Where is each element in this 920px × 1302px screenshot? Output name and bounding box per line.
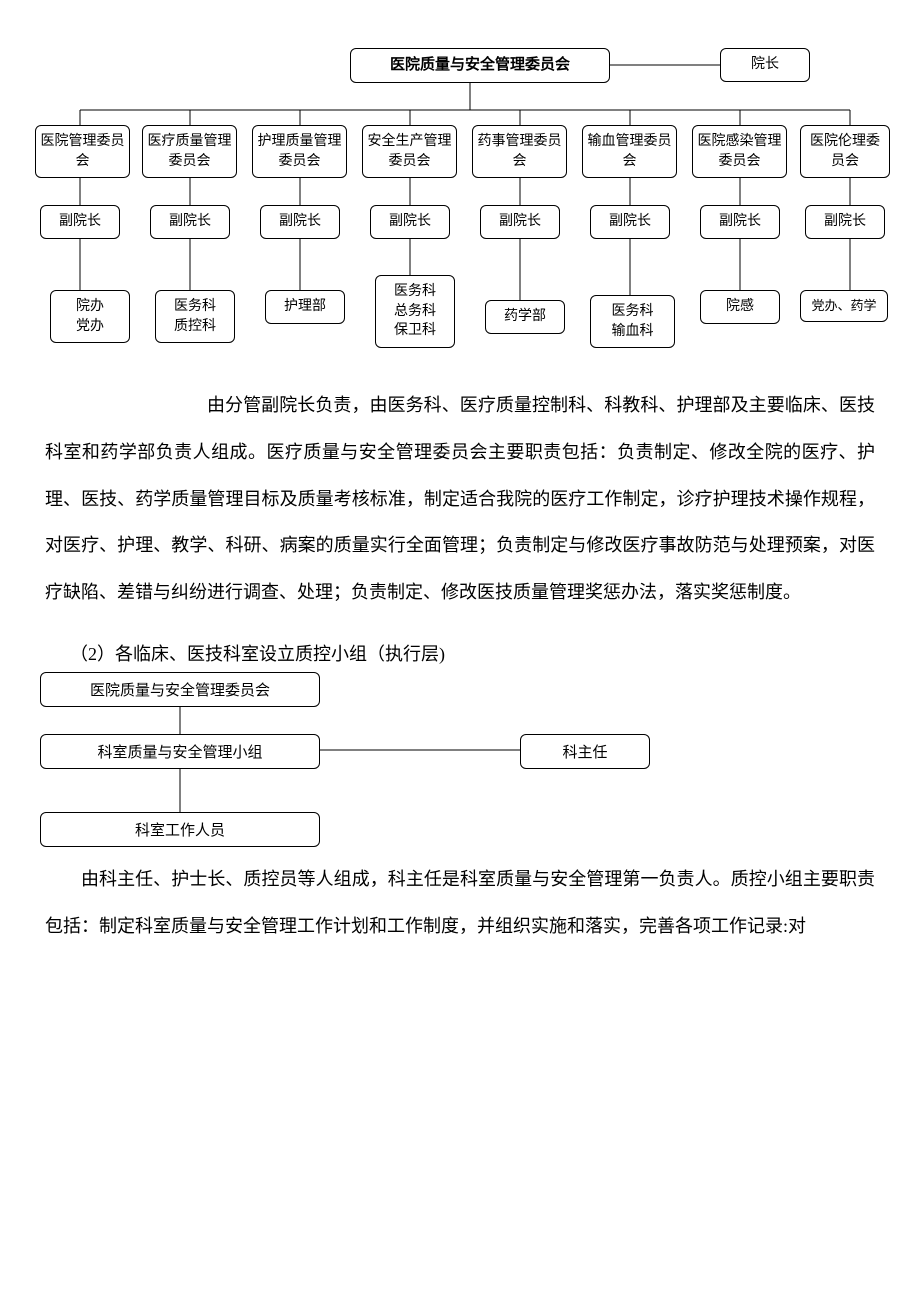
row3-box: 护理部 [265, 290, 345, 324]
row3-box: 党办、药学 [800, 290, 888, 322]
d2-box-3: 科室工作人员 [40, 812, 320, 847]
paragraph-1: 由分管副院长负责，由医务科、医疗质量控制科、科教科、护理部及主要临床、医技科室和… [30, 382, 890, 616]
org-chart-2: 医院质量与安全管理委员会 科室质量与安全管理小组 科室工作人员 科主任 [30, 672, 760, 852]
d2-box-1: 医院质量与安全管理委员会 [40, 672, 320, 707]
director-box: 院长 [720, 48, 810, 82]
org-chart-1: 医院质量与安全管理委员会 院长 医院管理委员会 医疗质量管理委员会 护理质量管理… [30, 40, 890, 370]
section-heading-2: （2）各临床、医技科室设立质控小组（执行层) [30, 636, 890, 672]
row1-box: 医院伦理委员会 [800, 125, 890, 178]
row1-box: 医院管理委员会 [35, 125, 130, 178]
row3-box: 院办 党办 [50, 290, 130, 343]
row2-box: 副院长 [590, 205, 670, 239]
row3-box: 医务科 总务科 保卫科 [375, 275, 455, 348]
row2-box: 副院长 [480, 205, 560, 239]
row3-box: 医务科 输血科 [590, 295, 675, 348]
row3-box: 院感 [700, 290, 780, 324]
row3-box: 医务科 质控科 [155, 290, 235, 343]
d2-box-2: 科室质量与安全管理小组 [40, 734, 320, 769]
row1-box: 护理质量管理委员会 [252, 125, 347, 178]
row1-box: 输血管理委员会 [582, 125, 677, 178]
row1-box: 医院感染管理委员会 [692, 125, 787, 178]
row1-box: 医疗质量管理委员会 [142, 125, 237, 178]
row1-box: 安全生产管理委员会 [362, 125, 457, 178]
row2-box: 副院长 [40, 205, 120, 239]
row2-box: 副院长 [260, 205, 340, 239]
paragraph-2: 由科主任、护士长、质控员等人组成，科主任是科室质量与安全管理第一负责人。质控小组… [30, 856, 890, 950]
row3-box: 药学部 [485, 300, 565, 334]
row1-box: 药事管理委员会 [472, 125, 567, 178]
row2-box: 副院长 [150, 205, 230, 239]
row2-box: 副院长 [700, 205, 780, 239]
top-committee-box: 医院质量与安全管理委员会 [350, 48, 610, 83]
row2-box: 副院长 [805, 205, 885, 239]
d2-side-box: 科主任 [520, 734, 650, 769]
row2-box: 副院长 [370, 205, 450, 239]
